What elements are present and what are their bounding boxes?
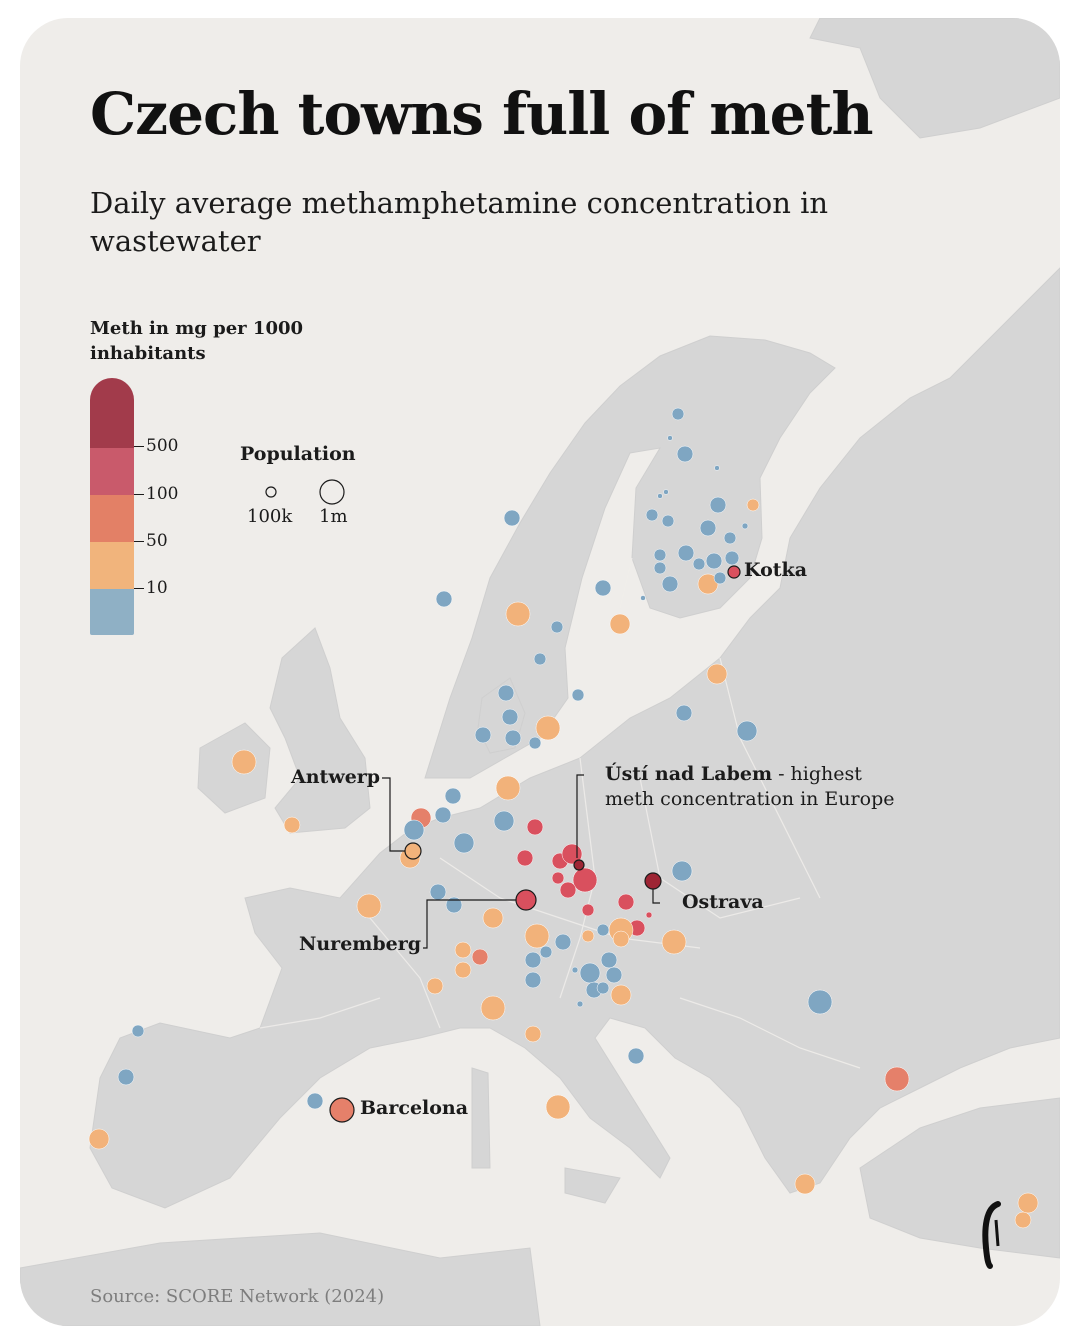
population-legend-title: Population <box>240 443 356 465</box>
leader-usti <box>576 774 584 858</box>
scale-tick-100: 100 <box>134 484 178 504</box>
label-usti-name: Ústí nad Labem <box>605 763 773 785</box>
page-title: Czech towns full of meth <box>90 80 874 148</box>
land-arctic <box>809 18 1060 139</box>
scale-tick-500: 500 <box>134 436 178 456</box>
land-sicily <box>564 1167 621 1204</box>
label-nuremberg: Nuremberg <box>299 933 422 955</box>
leader-antwerp <box>382 777 405 852</box>
land-corsica-sardinia <box>471 1067 491 1169</box>
land-north-africa <box>20 1232 541 1326</box>
leader-nuremberg <box>423 899 516 949</box>
label-antwerp: Antwerp <box>291 766 381 788</box>
label-usti-rest: - highest <box>772 763 862 785</box>
scale-segment-10-50 <box>90 542 134 589</box>
scale-segment-under-10 <box>90 589 134 635</box>
population-legend-circles <box>265 479 345 505</box>
map-card: Czech towns full of meth Daily average m… <box>20 18 1060 1326</box>
scale-segment-100-500 <box>90 448 134 495</box>
scale-tick-10: 10 <box>134 578 168 598</box>
scale-segment-500plus <box>90 378 134 448</box>
land-great-britain <box>269 627 371 834</box>
land-scandinavia <box>424 335 836 779</box>
label-kotka: Kotka <box>744 559 808 581</box>
label-ostrava: Ostrava <box>682 891 764 913</box>
legend-title: Meth in mg per 1000 inhabitants <box>90 318 304 364</box>
scale-segment-50-100 <box>90 495 134 542</box>
city-markers <box>88 407 1039 1229</box>
label-usti-line2: meth concentration in Europe <box>605 788 895 810</box>
leader-ostrava <box>652 889 660 904</box>
population-small-label: 100k <box>247 506 293 527</box>
population-large-label: 1m <box>319 506 348 527</box>
label-usti-nad-labem: Ústí nad Labem - highest meth concentrat… <box>605 762 894 812</box>
europe-map <box>20 18 1060 1326</box>
land-mainland <box>89 267 1060 1209</box>
publisher-logo-icon <box>982 1201 1001 1269</box>
scale-tick-50: 50 <box>134 531 168 551</box>
source-note: Source: SCORE Network (2024) <box>90 1286 385 1307</box>
label-barcelona: Barcelona <box>360 1097 469 1119</box>
land-anatolia <box>859 1097 1060 1259</box>
page-subtitle: Daily average methamphetamine concentrat… <box>90 186 829 258</box>
